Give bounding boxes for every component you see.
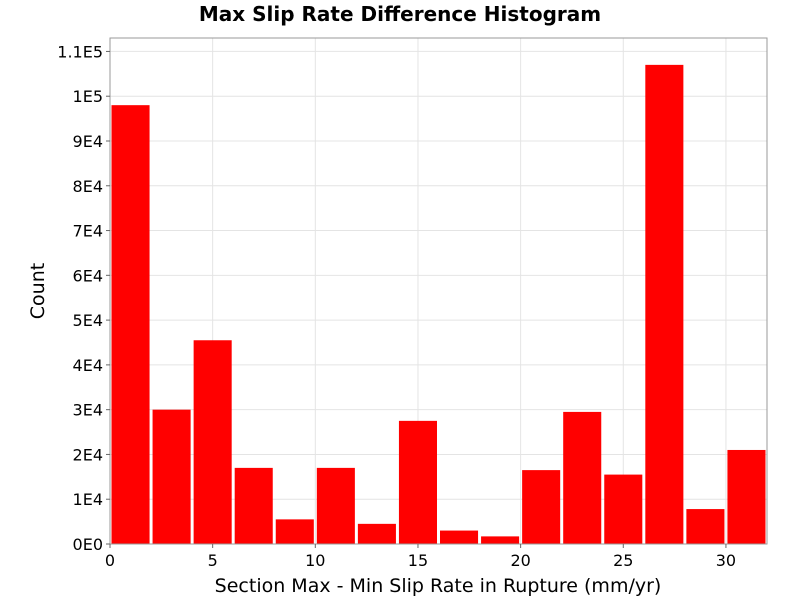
x-tick-label: 20 — [510, 551, 530, 570]
y-tick-label: 4E4 — [73, 356, 103, 375]
histogram-bar — [645, 64, 684, 545]
x-tick-label: 10 — [305, 551, 325, 570]
y-tick-label: 3E4 — [73, 401, 103, 420]
y-tick-label: 6E4 — [73, 266, 103, 285]
histogram-bar — [193, 340, 232, 544]
y-tick-label: 2E4 — [73, 445, 103, 464]
x-axis-title: Section Max - Min Slip Rate in Rupture (… — [215, 575, 662, 597]
histogram-bar — [522, 470, 561, 544]
y-axis-title: Count — [27, 263, 49, 319]
y-tick-label: 7E4 — [73, 222, 103, 241]
histogram-bar — [604, 474, 643, 544]
y-tick-label: 1.1E5 — [57, 42, 103, 61]
x-tick-label: 30 — [716, 551, 736, 570]
x-tick-label: 15 — [408, 551, 428, 570]
x-tick-label: 25 — [613, 551, 633, 570]
histogram-bar — [727, 449, 766, 544]
histogram-bar — [398, 420, 437, 544]
histogram-bar — [481, 536, 520, 544]
histogram-bar — [111, 105, 150, 544]
y-tick-label: 1E5 — [73, 87, 103, 106]
histogram-bar — [316, 467, 355, 544]
histogram-bar — [234, 467, 273, 544]
y-tick-label: 0E0 — [73, 535, 103, 554]
y-tick-label: 9E4 — [73, 132, 103, 151]
x-tick-label: 5 — [208, 551, 218, 570]
bars — [111, 64, 766, 545]
y-axis-ticks: 0E0 1E4 2E4 3E4 4E4 5E4 6E4 7E4 8E4 9E4 1E5 1.1E5 — [57, 42, 110, 554]
plot-border — [109, 37, 768, 545]
y-tick-label: 8E4 — [73, 177, 103, 196]
histogram-bar — [357, 523, 396, 544]
x-axis-ticks: 0 5 10 15 20 25 30 — [105, 544, 736, 570]
histogram-bar — [152, 409, 191, 544]
histogram-bar — [275, 519, 314, 544]
histogram-bar — [686, 509, 725, 544]
chart-title: Max Slip Rate Difference Histogram — [198, 2, 602, 26]
histogram-bar — [440, 530, 479, 544]
y-tick-label: 1E4 — [73, 490, 103, 509]
y-tick-label: 5E4 — [73, 311, 103, 330]
histogram-bar — [563, 411, 602, 544]
x-tick-label: 0 — [105, 551, 115, 570]
